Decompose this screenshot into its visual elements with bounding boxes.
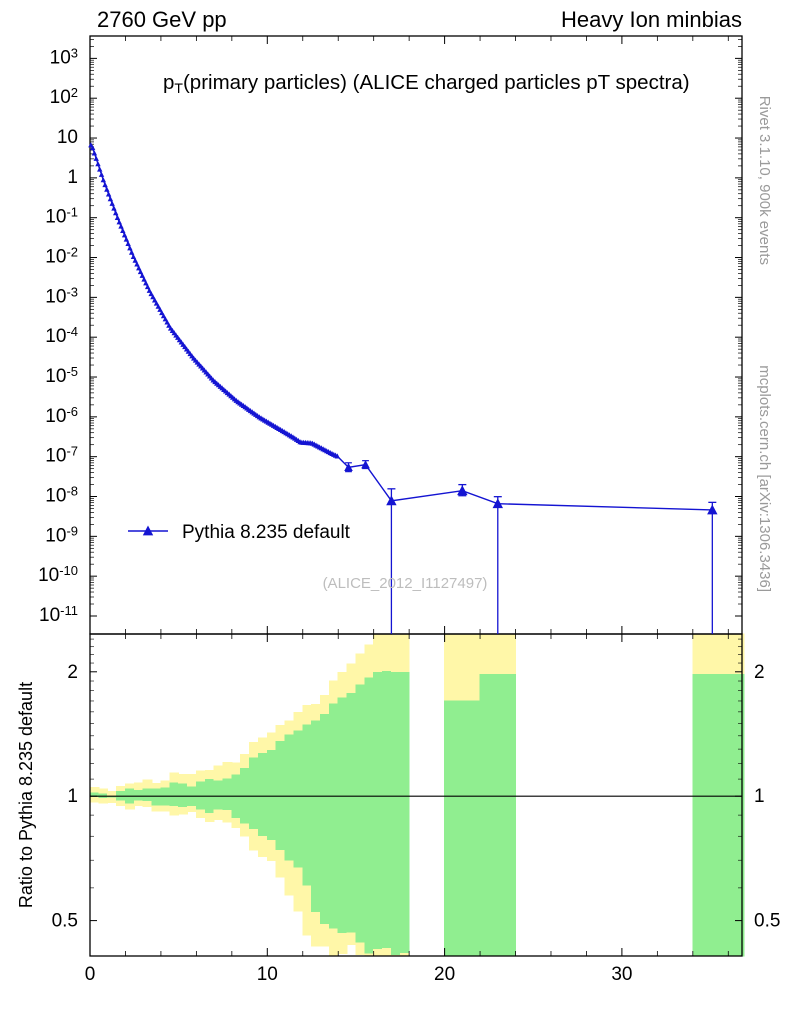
svg-text:0.5: 0.5 (52, 911, 78, 932)
svg-text:Ratio to Pythia 8.235 default: Ratio to Pythia 8.235 default (16, 682, 36, 908)
svg-text:pT(primary particles) (ALICE c: pT(primary particles) (ALICE charged par… (163, 71, 690, 96)
svg-text:10: 10 (257, 964, 278, 985)
svg-text:30: 30 (611, 964, 632, 985)
svg-text:20: 20 (434, 964, 455, 985)
svg-text:1: 1 (67, 786, 78, 807)
svg-text:1: 1 (67, 167, 78, 188)
svg-text:(ALICE_2012_I1127497): (ALICE_2012_I1127497) (323, 575, 488, 592)
svg-text:mcplots.cern.ch [arXiv:1306.34: mcplots.cern.ch [arXiv:1306.3436] (756, 365, 773, 592)
svg-text:Heavy Ion minbias: Heavy Ion minbias (561, 7, 742, 32)
svg-text:Rivet 3.1.10, 900k events: Rivet 3.1.10, 900k events (756, 96, 773, 265)
svg-text:0: 0 (85, 964, 96, 985)
svg-text:0.5: 0.5 (754, 911, 780, 932)
svg-text:1: 1 (754, 786, 765, 807)
svg-text:Pythia 8.235 default: Pythia 8.235 default (182, 522, 351, 543)
svg-text:2760 GeV pp: 2760 GeV pp (97, 7, 227, 32)
svg-text:2: 2 (754, 662, 765, 683)
svg-text:2: 2 (67, 662, 78, 683)
svg-text:10: 10 (57, 127, 78, 148)
